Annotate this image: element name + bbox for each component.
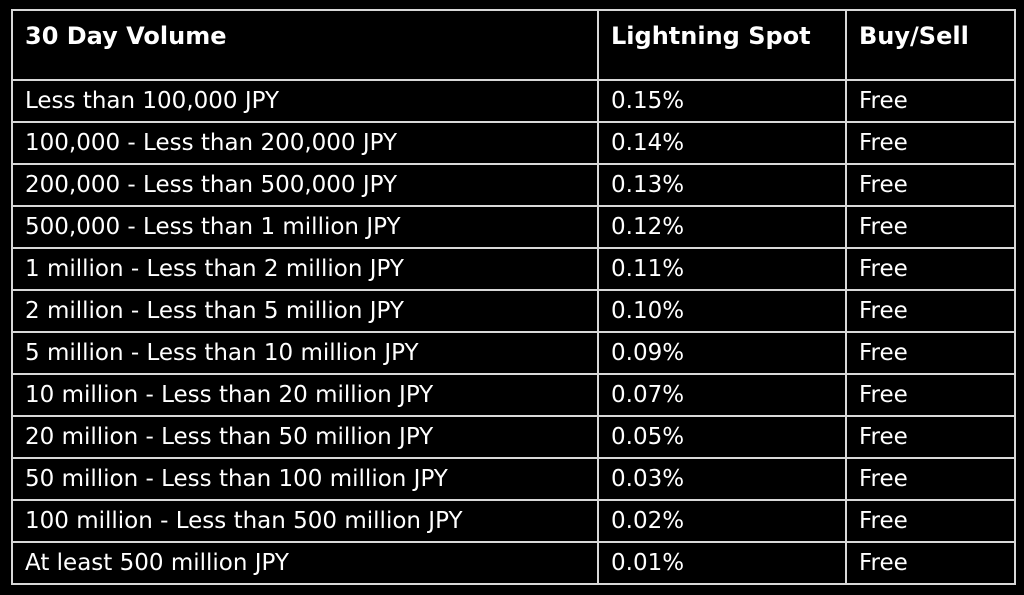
volume-cell: 100 million - Less than 500 million JPY <box>11 499 599 543</box>
lightning-spot-cell: 0.15% <box>597 79 847 123</box>
table-row: 20 million - Less than 50 million JPY 0.0… <box>11 415 1016 459</box>
lightning-spot-cell: 0.14% <box>597 121 847 165</box>
lightning-spot-cell: 0.07% <box>597 373 847 417</box>
lightning-spot-cell: 0.13% <box>597 163 847 207</box>
lightning-spot-cell: 0.12% <box>597 205 847 249</box>
volume-cell: 500,000 - Less than 1 million JPY <box>11 205 599 249</box>
header-row: 30 Day Volume Lightning Spot Buy/Sell <box>11 9 1016 81</box>
buy-sell-cell: Free <box>845 457 1016 501</box>
table-row: 50 million - Less than 100 million JPY 0.… <box>11 457 1016 501</box>
buy-sell-cell: Free <box>845 541 1016 585</box>
volume-cell: 1 million - Less than 2 million JPY <box>11 247 599 291</box>
table-row: Less than 100,000 JPY 0.15% Free <box>11 79 1016 123</box>
buy-sell-cell: Free <box>845 163 1016 207</box>
volume-cell: Less than 100,000 JPY <box>11 79 599 123</box>
table-row: 500,000 - Less than 1 million JPY 0.12% Fr… <box>11 205 1016 249</box>
lightning-spot-cell: 0.01% <box>597 541 847 585</box>
volume-cell: 5 million - Less than 10 million JPY <box>11 331 599 375</box>
buy-sell-cell: Free <box>845 121 1016 165</box>
buy-sell-cell: Free <box>845 289 1016 333</box>
buy-sell-cell: Free <box>845 247 1016 291</box>
volume-cell: 20 million - Less than 50 million JPY <box>11 415 599 459</box>
table-row: 100 million - Less than 500 million JPY 0… <box>11 499 1016 543</box>
fee-table: 30 Day Volume Lightning Spot Buy/Sell Le… <box>11 9 1016 585</box>
lightning-spot-cell: 0.05% <box>597 415 847 459</box>
volume-cell: At least 500 million JPY <box>11 541 599 585</box>
table-row: 2 million - Less than 5 million JPY 0.10%… <box>11 289 1016 333</box>
header-30-day-volume: 30 Day Volume <box>11 9 599 81</box>
header-lightning-spot: Lightning Spot <box>597 9 847 81</box>
buy-sell-cell: Free <box>845 79 1016 123</box>
buy-sell-cell: Free <box>845 415 1016 459</box>
table-row: 1 million - Less than 2 million JPY 0.11%… <box>11 247 1016 291</box>
volume-cell: 100,000 - Less than 200,000 JPY <box>11 121 599 165</box>
table-body: Less than 100,000 JPY 0.15% Free 100,000 - … <box>11 79 1016 585</box>
volume-cell: 50 million - Less than 100 million JPY <box>11 457 599 501</box>
volume-cell: 2 million - Less than 5 million JPY <box>11 289 599 333</box>
buy-sell-cell: Free <box>845 331 1016 375</box>
volume-cell: 10 million - Less than 20 million JPY <box>11 373 599 417</box>
lightning-spot-cell: 0.11% <box>597 247 847 291</box>
table-row: 100,000 - Less than 200,000 JPY 0.14% Free <box>11 121 1016 165</box>
lightning-spot-cell: 0.10% <box>597 289 847 333</box>
buy-sell-cell: Free <box>845 373 1016 417</box>
table-row: 10 million - Less than 20 million JPY 0.0… <box>11 373 1016 417</box>
buy-sell-cell: Free <box>845 205 1016 249</box>
lightning-spot-cell: 0.03% <box>597 457 847 501</box>
table-row: 5 million - Less than 10 million JPY 0.09… <box>11 331 1016 375</box>
lightning-spot-cell: 0.02% <box>597 499 847 543</box>
table-row: At least 500 million JPY 0.01% Free <box>11 541 1016 585</box>
lightning-spot-cell: 0.09% <box>597 331 847 375</box>
header-buy-sell: Buy/Sell <box>845 9 1016 81</box>
table-row: 200,000 - Less than 500,000 JPY 0.13% Free <box>11 163 1016 207</box>
buy-sell-cell: Free <box>845 499 1016 543</box>
volume-cell: 200,000 - Less than 500,000 JPY <box>11 163 599 207</box>
